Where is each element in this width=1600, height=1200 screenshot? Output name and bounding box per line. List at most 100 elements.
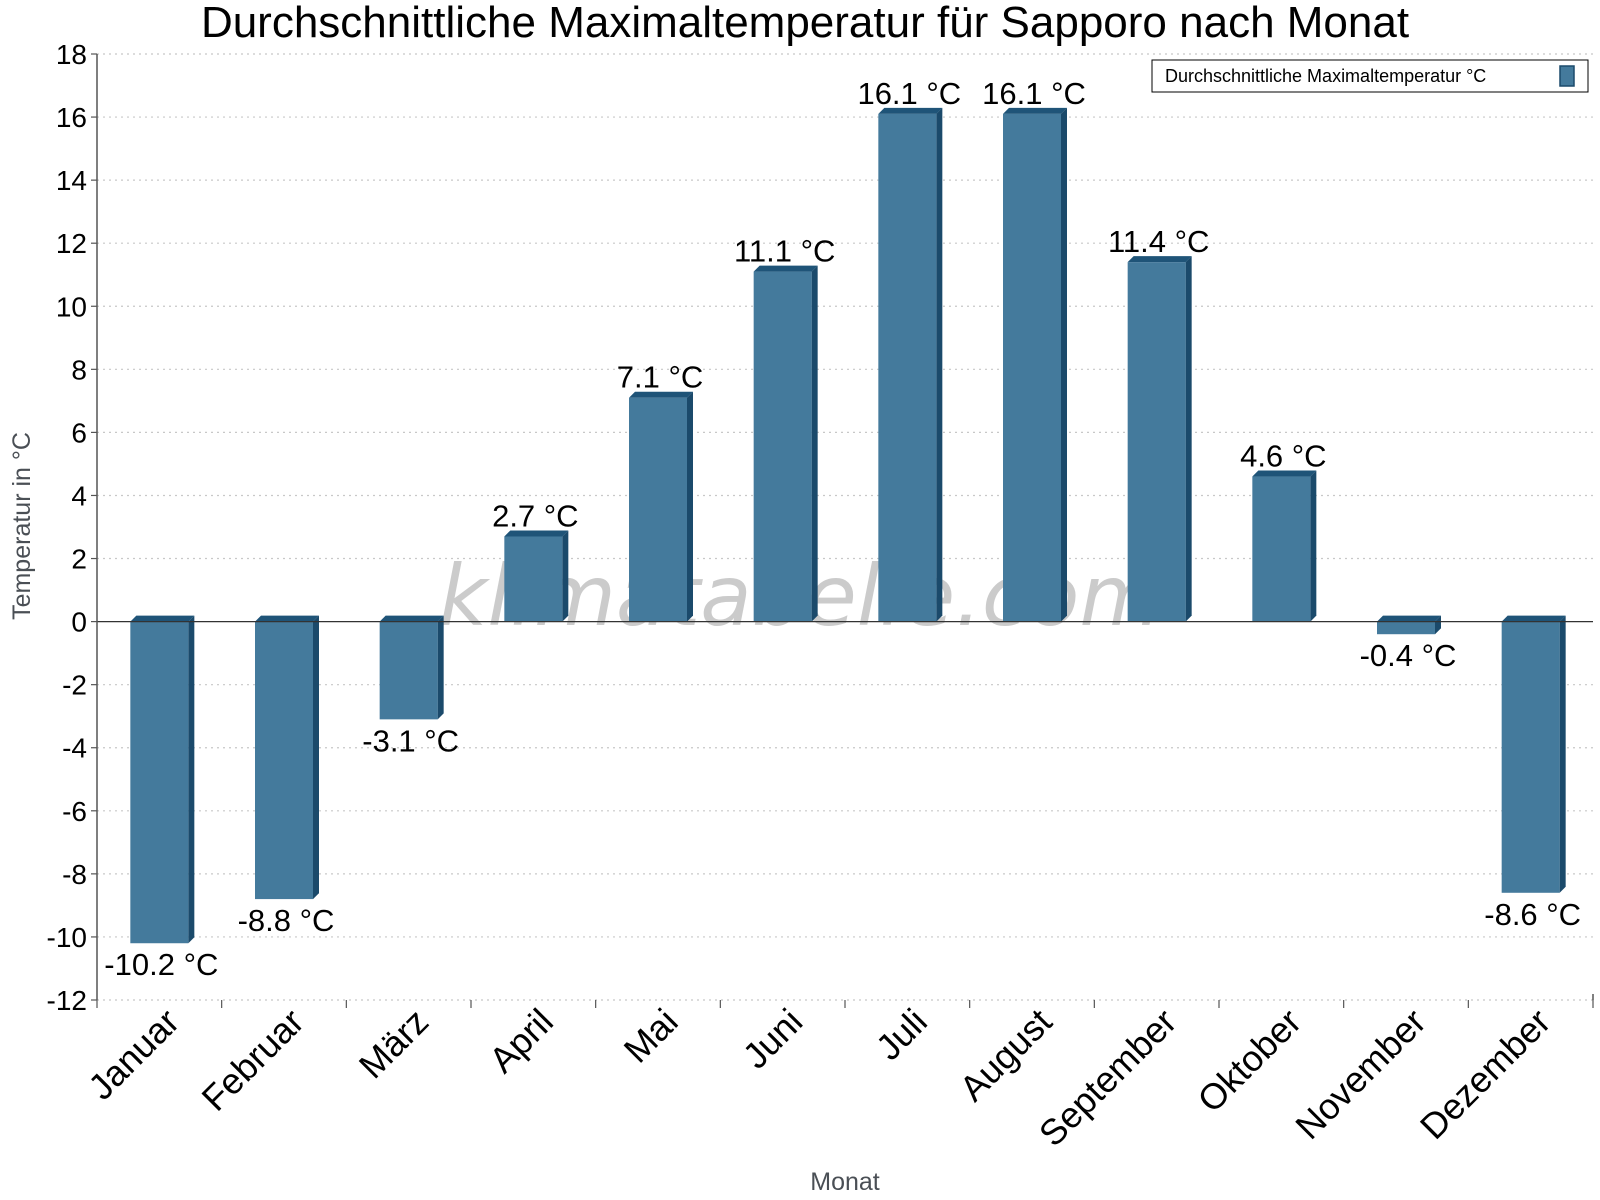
y-axis-ticks: -12 -10 -8 -6 -4 -2 0 2 4 6 8 10 12 14 16 18 (47, 39, 97, 1016)
data-label: 7.1 °C (617, 360, 704, 395)
data-label: -10.2 °C (104, 947, 218, 982)
bar-september (1127, 256, 1192, 622)
x-tick-label: November (1287, 1001, 1433, 1147)
bar-side (936, 107, 943, 622)
bar-side (188, 615, 195, 944)
bar-mai (629, 391, 693, 622)
bar-front (753, 271, 812, 622)
y-tick-label: 2 (71, 544, 87, 575)
bar-side (562, 530, 569, 622)
bar-front (878, 113, 937, 622)
bar-side (811, 265, 818, 622)
data-label: -8.8 °C (238, 903, 335, 938)
data-label: 11.1 °C (734, 234, 835, 269)
bar-top (1003, 107, 1067, 114)
bar-side (313, 615, 319, 900)
bar-front (504, 536, 563, 622)
data-label: -0.4 °C (1360, 638, 1457, 673)
bar-side (687, 391, 693, 622)
bar-april (504, 530, 569, 622)
bar-side (1310, 470, 1317, 622)
y-tick-label: 4 (71, 480, 87, 511)
bar-side (1435, 615, 1441, 635)
bar-oktober (1252, 470, 1317, 622)
bar-front (1003, 113, 1061, 622)
grid-lines (97, 53, 1593, 1001)
data-label: 16.1 °C (982, 76, 1086, 111)
bar-front (1127, 262, 1186, 622)
data-label: 2.7 °C (492, 498, 579, 533)
x-tick-label: August (951, 1001, 1059, 1109)
bar-juli (878, 107, 943, 622)
data-label: -8.6 °C (1484, 897, 1581, 932)
data-label: 11.4 °C (1108, 224, 1209, 259)
y-tick-label: -12 (47, 985, 87, 1016)
data-labels: -10.2 °C -8.8 °C -3.1 °C 2.7 °C 7.1 °C 11.1 °… (104, 76, 1581, 982)
legend-box (1151, 59, 1589, 93)
legend-swatch (1559, 65, 1575, 87)
chart-title: Durchschnittliche Maximaltemperatur für … (201, 0, 1409, 47)
data-label: 16.1 °C (857, 76, 961, 111)
x-axis-ticks: Januar Februar März April Mai Juni Juli AugustS… (80, 1000, 1594, 1155)
bar-januar (130, 615, 195, 944)
x-tick-label: Juli (868, 1001, 935, 1068)
bar-side (1061, 107, 1067, 622)
x-tick-label: Februar (194, 1001, 312, 1119)
bar-top (1127, 256, 1192, 263)
y-tick-label: 16 (56, 102, 87, 133)
y-tick-label: -10 (47, 922, 87, 953)
bar-front (379, 621, 438, 720)
bar-top (1377, 615, 1441, 622)
bar-top (753, 265, 818, 272)
y-tick-label: 14 (56, 165, 87, 196)
bar-front (629, 397, 687, 622)
x-tick-label: Januar (80, 1001, 187, 1108)
bar-side (437, 615, 444, 720)
y-tick-label: 6 (71, 417, 87, 448)
legend-entry-label: Durchschnittliche Maximaltemperatur °C (1165, 66, 1486, 86)
y-tick-label: -4 (62, 733, 87, 764)
x-tick-label: März (351, 1001, 437, 1087)
x-tick-label: April (481, 1001, 561, 1081)
x-tick-label: Dezember (1412, 1001, 1558, 1147)
x-tick-label: September (1031, 1001, 1185, 1155)
bar-juni (753, 265, 818, 622)
y-tick-label: 0 (71, 607, 87, 638)
bars (130, 107, 1566, 944)
y-tick-label: -6 (62, 796, 87, 827)
bar-top (379, 615, 444, 622)
y-axis-label: Temperatur in °C (8, 432, 36, 620)
y-tick-label: 12 (56, 228, 87, 259)
bar-november (1377, 615, 1441, 635)
y-tick-label: -8 (62, 859, 87, 890)
data-label: -3.1 °C (362, 723, 459, 758)
bar-side (1559, 615, 1566, 893)
data-label: 4.6 °C (1240, 439, 1327, 474)
bar-top (255, 615, 319, 622)
bar-top (504, 530, 569, 537)
bar-februar (255, 615, 319, 900)
y-tick-label: 18 (56, 39, 87, 70)
bar-front (1252, 476, 1311, 622)
bar-front (1377, 621, 1435, 635)
x-tick-label: Oktober (1189, 1001, 1309, 1121)
bar-front (130, 621, 189, 944)
bar-august (1003, 107, 1067, 622)
bar-top (1252, 470, 1317, 477)
bar-top (130, 615, 195, 622)
bar-front (1501, 621, 1560, 893)
bar-märz (379, 615, 444, 720)
x-axis-label: Monat (810, 1168, 880, 1196)
x-tick-label: Juni (735, 1001, 811, 1077)
x-tick-label: Mai (616, 1001, 686, 1071)
y-tick-label: -2 (62, 670, 87, 701)
y-tick-label: 10 (56, 291, 87, 322)
bar-top (1501, 615, 1566, 622)
bar-dezember (1501, 615, 1566, 893)
bar-front (255, 621, 313, 900)
legend: Durchschnittliche Maximaltemperatur °C (1151, 59, 1589, 93)
y-tick-label: 8 (71, 354, 87, 385)
bar-side (1185, 256, 1192, 622)
bar-top (629, 391, 693, 398)
